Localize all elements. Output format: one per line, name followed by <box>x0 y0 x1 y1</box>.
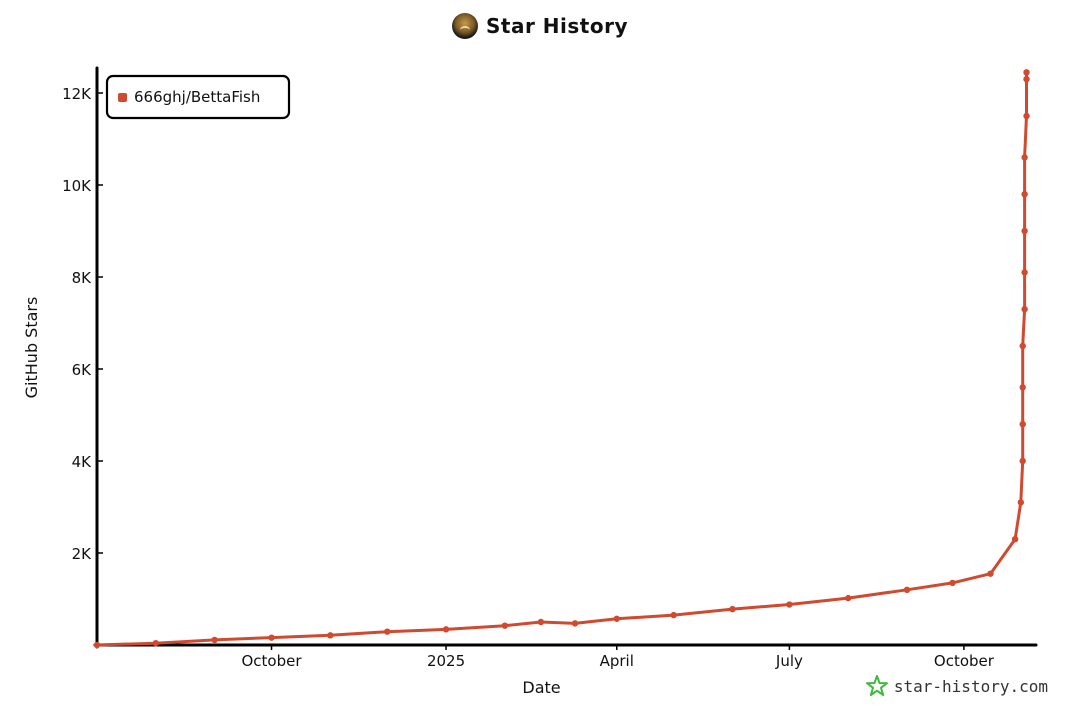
avatar-icon <box>452 13 478 39</box>
data-point <box>1019 421 1026 428</box>
data-point <box>1021 306 1028 313</box>
data-point <box>729 605 736 613</box>
data-point <box>211 636 218 644</box>
legend-box <box>105 74 291 120</box>
y-tick-label: 6K <box>72 361 93 379</box>
data-point <box>571 620 579 627</box>
y-tick-label: 8K <box>72 269 93 287</box>
x-tick-label: April <box>600 652 634 670</box>
data-point <box>1023 69 1030 76</box>
data-point <box>845 594 852 602</box>
data-point <box>1021 269 1028 276</box>
x-tick-label: October <box>934 652 995 670</box>
data-point <box>327 632 334 639</box>
data-point <box>903 586 911 593</box>
data-point <box>1023 112 1030 120</box>
data-point <box>268 634 275 641</box>
data-point <box>949 579 956 587</box>
data-point <box>1023 76 1030 83</box>
x-tick-label: October <box>242 652 303 670</box>
y-tick-label: 10K <box>62 177 92 195</box>
data-point <box>1011 536 1019 543</box>
data-point <box>384 628 391 635</box>
data-point <box>786 601 793 608</box>
data-point <box>1021 154 1028 161</box>
data-point <box>1021 191 1028 198</box>
data-point <box>152 639 160 647</box>
chart-title: Star History <box>486 14 628 38</box>
chart-header: Star History <box>0 8 1080 44</box>
data-point <box>442 626 450 633</box>
x-tick-label: July <box>775 652 803 670</box>
data-point <box>501 622 509 629</box>
x-tick-label: 2025 <box>427 652 465 670</box>
data-point <box>613 615 620 622</box>
y-tick-label: 4K <box>72 453 93 471</box>
data-point <box>1019 342 1026 350</box>
data-point <box>537 618 545 626</box>
data-point <box>1021 227 1028 235</box>
brand-watermark[interactable]: star-history.com <box>865 675 1048 697</box>
data-point <box>1017 499 1025 506</box>
y-tick-label: 2K <box>72 545 93 563</box>
data-point <box>670 611 677 619</box>
data-point <box>1019 384 1026 391</box>
y-tick-label: 12K <box>62 85 92 103</box>
data-point <box>93 641 101 649</box>
x-axis-label: Date <box>522 678 560 697</box>
series-line <box>95 70 1028 647</box>
star-history-logo-icon <box>865 675 888 697</box>
legend-swatch <box>118 93 127 102</box>
brand-text: star-history.com <box>893 676 1048 696</box>
data-point <box>987 570 994 577</box>
data-point <box>1019 457 1026 465</box>
y-axis-label: GitHub Stars <box>22 297 41 399</box>
legend-label: 666ghj/BettaFish <box>134 88 260 106</box>
